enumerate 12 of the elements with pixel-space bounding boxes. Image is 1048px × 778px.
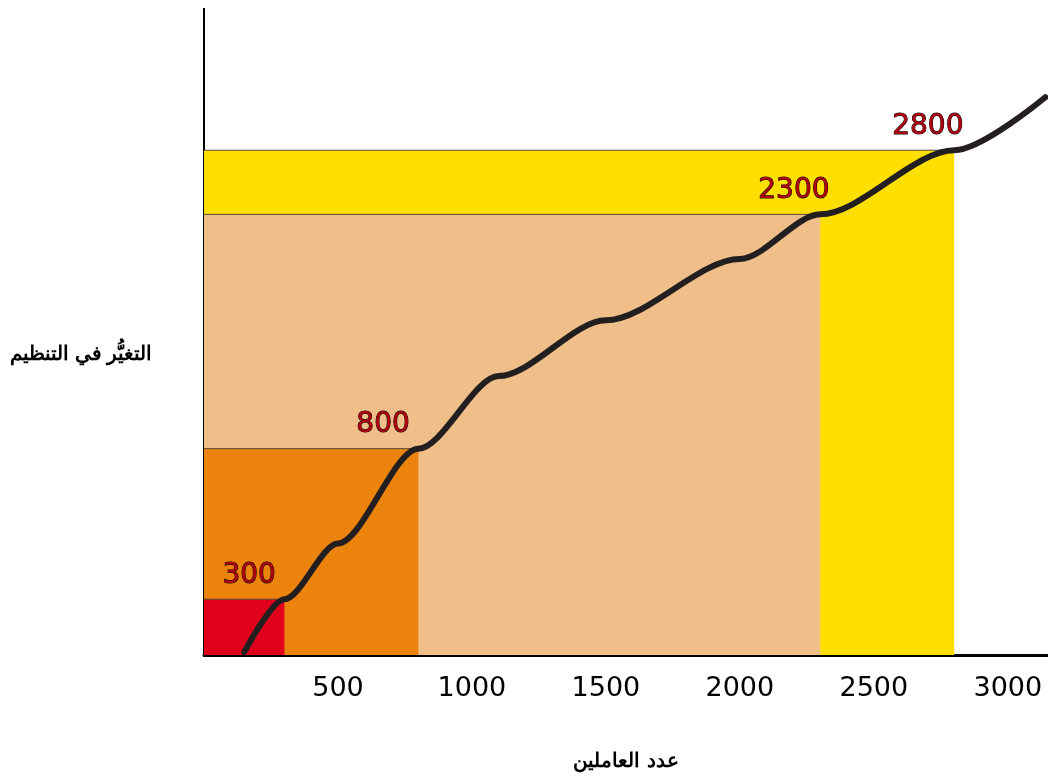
x-tick-label: 500 bbox=[312, 671, 364, 702]
x-tick-label: 1000 bbox=[437, 671, 507, 702]
x-axis-title: عدد العاملين bbox=[573, 748, 679, 773]
x-tick-label: 3000 bbox=[973, 671, 1043, 702]
annotation: 300 bbox=[222, 556, 276, 590]
y-axis-title: التغيُّر في التنظيم bbox=[10, 338, 153, 366]
x-tick-label: 1500 bbox=[571, 671, 641, 702]
annotation: 800 bbox=[356, 406, 410, 440]
annotation: 2300 bbox=[758, 171, 830, 205]
x-tick-label: 2000 bbox=[705, 671, 775, 702]
annotation: 2800 bbox=[892, 107, 964, 141]
x-tick-label: 2500 bbox=[839, 671, 909, 702]
